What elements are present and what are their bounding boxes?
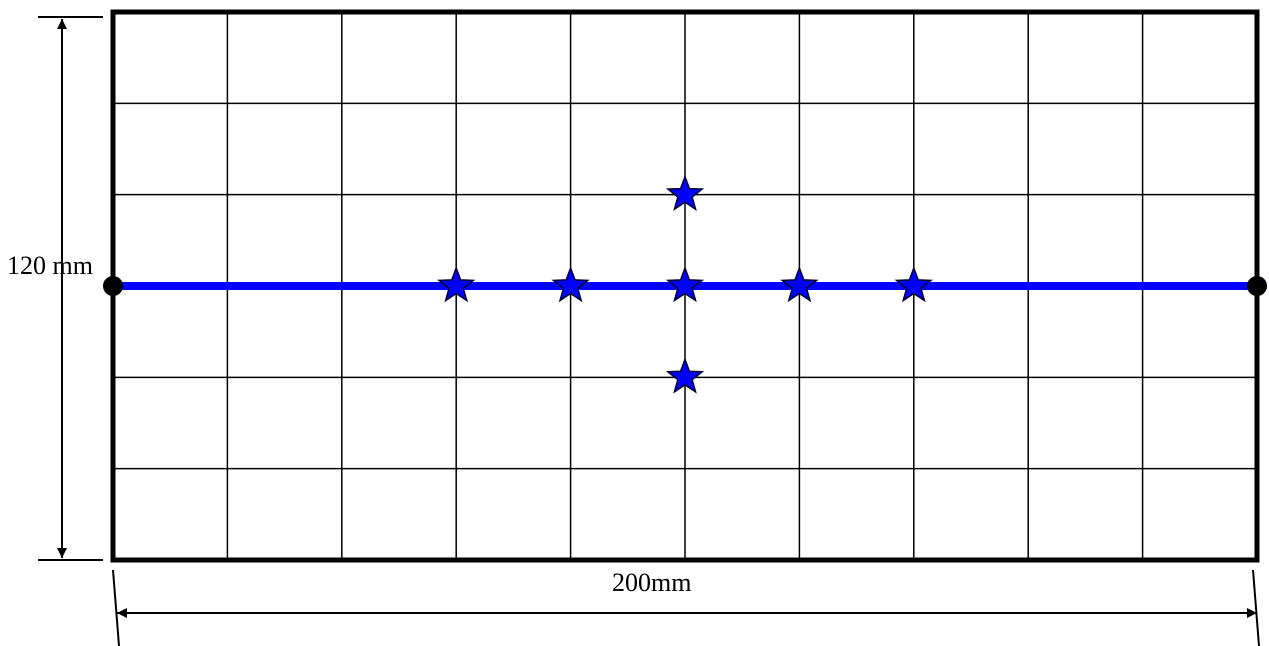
star-marker (665, 357, 705, 394)
star-marker (551, 265, 590, 303)
endpoints (103, 276, 1267, 296)
width-dimension (112, 569, 1260, 646)
width-ext-right (1252, 569, 1260, 646)
endpoint-marker (103, 276, 123, 296)
star-marker (894, 265, 933, 303)
width-label: 200mm (612, 568, 692, 597)
star-marker (437, 265, 476, 303)
height-label: 120 mm (7, 251, 93, 280)
height-dimension (38, 16, 103, 561)
stars (437, 174, 933, 394)
star-marker (665, 174, 705, 211)
endpoint-marker (1247, 276, 1267, 296)
star-marker (780, 265, 819, 303)
width-ext-left (112, 569, 120, 646)
star-marker (665, 265, 705, 303)
